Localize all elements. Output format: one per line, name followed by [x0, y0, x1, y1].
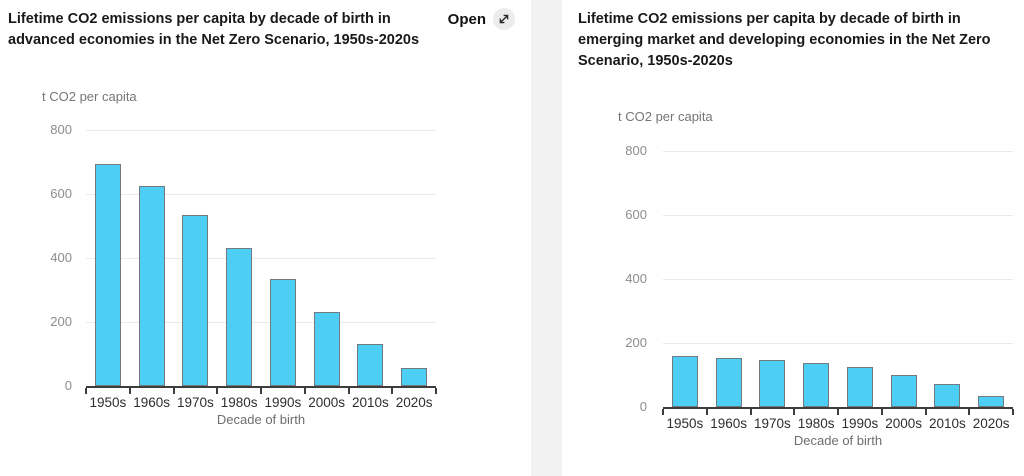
x-tick-mark	[968, 409, 971, 415]
bar-2000s[interactable]	[313, 312, 340, 386]
gridline	[663, 278, 1013, 280]
y-axis-unit-label: t CO2 per capita	[618, 109, 713, 124]
y-axis-unit-label: t CO2 per capita	[42, 89, 137, 104]
bar-2020s[interactable]	[978, 395, 1005, 407]
x-tick-mark	[662, 409, 664, 415]
x-tick-label: 1970s	[176, 395, 214, 410]
chart-title-emerging: Lifetime CO2 emissions per capita by dec…	[578, 11, 991, 69]
bar-1970s[interactable]	[182, 214, 209, 386]
x-tick-label: 2010s	[351, 395, 389, 410]
gridline	[663, 342, 1013, 344]
x-axis-title: Decade of birth	[216, 412, 306, 427]
x-tick-label: 1980s	[797, 416, 835, 431]
gridline	[86, 321, 436, 323]
x-tick-label: 1990s	[264, 395, 302, 410]
x-tick-mark	[793, 409, 796, 415]
x-tick-mark	[260, 388, 262, 394]
x-tick-label: 1950s	[89, 395, 127, 410]
x-tick-mark	[837, 409, 839, 415]
x-tick-mark	[303, 388, 306, 394]
x-tick-label: 1970s	[753, 416, 791, 431]
x-tick-mark	[347, 388, 350, 394]
gridline	[86, 257, 436, 259]
x-tick-mark	[128, 388, 131, 394]
y-tick-label: 600	[50, 186, 72, 201]
gridline	[663, 150, 1013, 152]
bar-1980s[interactable]	[226, 248, 253, 386]
x-tick-mark	[924, 409, 927, 415]
bar-2000s[interactable]	[890, 375, 917, 407]
open-button-label: Open	[447, 10, 486, 28]
bar-1960s[interactable]	[138, 186, 165, 386]
y-tick-label: 400	[625, 271, 647, 286]
x-axis-line	[663, 407, 1013, 409]
bar-chart-advanced: t CO2 per capita 0 200 400 600 800 1950s 1960s 1…	[42, 89, 437, 427]
x-tick-mark	[85, 388, 87, 394]
chart-title-advanced: Lifetime CO2 emissions per capita by dec…	[8, 11, 420, 48]
x-tick-mark	[880, 409, 883, 415]
y-tick-label: 0	[639, 399, 647, 414]
x-tick-label: 1980s	[220, 395, 258, 410]
y-tick-label: 200	[625, 335, 647, 350]
y-tick-label: 600	[625, 207, 647, 222]
x-tick-mark	[172, 388, 175, 394]
y-tick-label: 400	[50, 250, 72, 265]
y-tick-label: 200	[50, 314, 72, 329]
x-tick-label: 2000s	[308, 395, 346, 410]
bar-1990s[interactable]	[269, 278, 296, 386]
gridline	[663, 214, 1013, 216]
advanced-economies-chart-panel: Lifetime CO2 emissions per capita by dec…	[8, 8, 515, 427]
x-tick-label: 1960s	[710, 416, 748, 431]
bar-1980s[interactable]	[803, 362, 830, 407]
bar-2010s[interactable]	[357, 344, 384, 386]
y-tick-label: 800	[50, 122, 72, 137]
bar-2020s[interactable]	[401, 368, 428, 386]
x-tick-label: 1960s	[133, 395, 171, 410]
gridline	[86, 193, 436, 195]
x-axis-line	[86, 386, 436, 388]
x-tick-mark	[1012, 409, 1014, 415]
x-tick-mark	[216, 388, 219, 394]
x-tick-mark	[435, 388, 437, 394]
bar-1960s[interactable]	[715, 358, 742, 407]
bar-1950s[interactable]	[94, 163, 121, 386]
emerging-economies-chart-panel: Lifetime CO2 emissions per capita by dec…	[562, 0, 1024, 476]
x-tick-label: 1950s	[666, 416, 704, 431]
bar-2010s[interactable]	[934, 383, 961, 407]
x-tick-label: 1990s	[841, 416, 879, 431]
x-tick-label: 2020s	[972, 416, 1010, 431]
open-button[interactable]: Open	[448, 8, 515, 30]
x-tick-label: 2000s	[885, 416, 923, 431]
x-axis-title: Decade of birth	[793, 433, 883, 448]
gridline	[86, 129, 436, 131]
x-tick-label: 2020s	[395, 395, 433, 410]
bar-1970s[interactable]	[759, 360, 786, 407]
x-tick-mark	[705, 409, 708, 415]
bar-1990s[interactable]	[846, 367, 873, 407]
y-tick-label: 800	[625, 143, 647, 158]
x-tick-mark	[749, 409, 752, 415]
y-tick-label: 0	[64, 378, 72, 393]
bar-1950s[interactable]	[671, 355, 698, 407]
x-tick-label: 2010s	[928, 416, 966, 431]
expand-arrow-icon	[493, 8, 515, 30]
x-tick-mark	[391, 388, 394, 394]
panel-divider	[531, 0, 562, 476]
bar-chart-emerging: t CO2 per capita 0 200 400 600 800 1950s 1960s 1…	[562, 0, 1024, 476]
